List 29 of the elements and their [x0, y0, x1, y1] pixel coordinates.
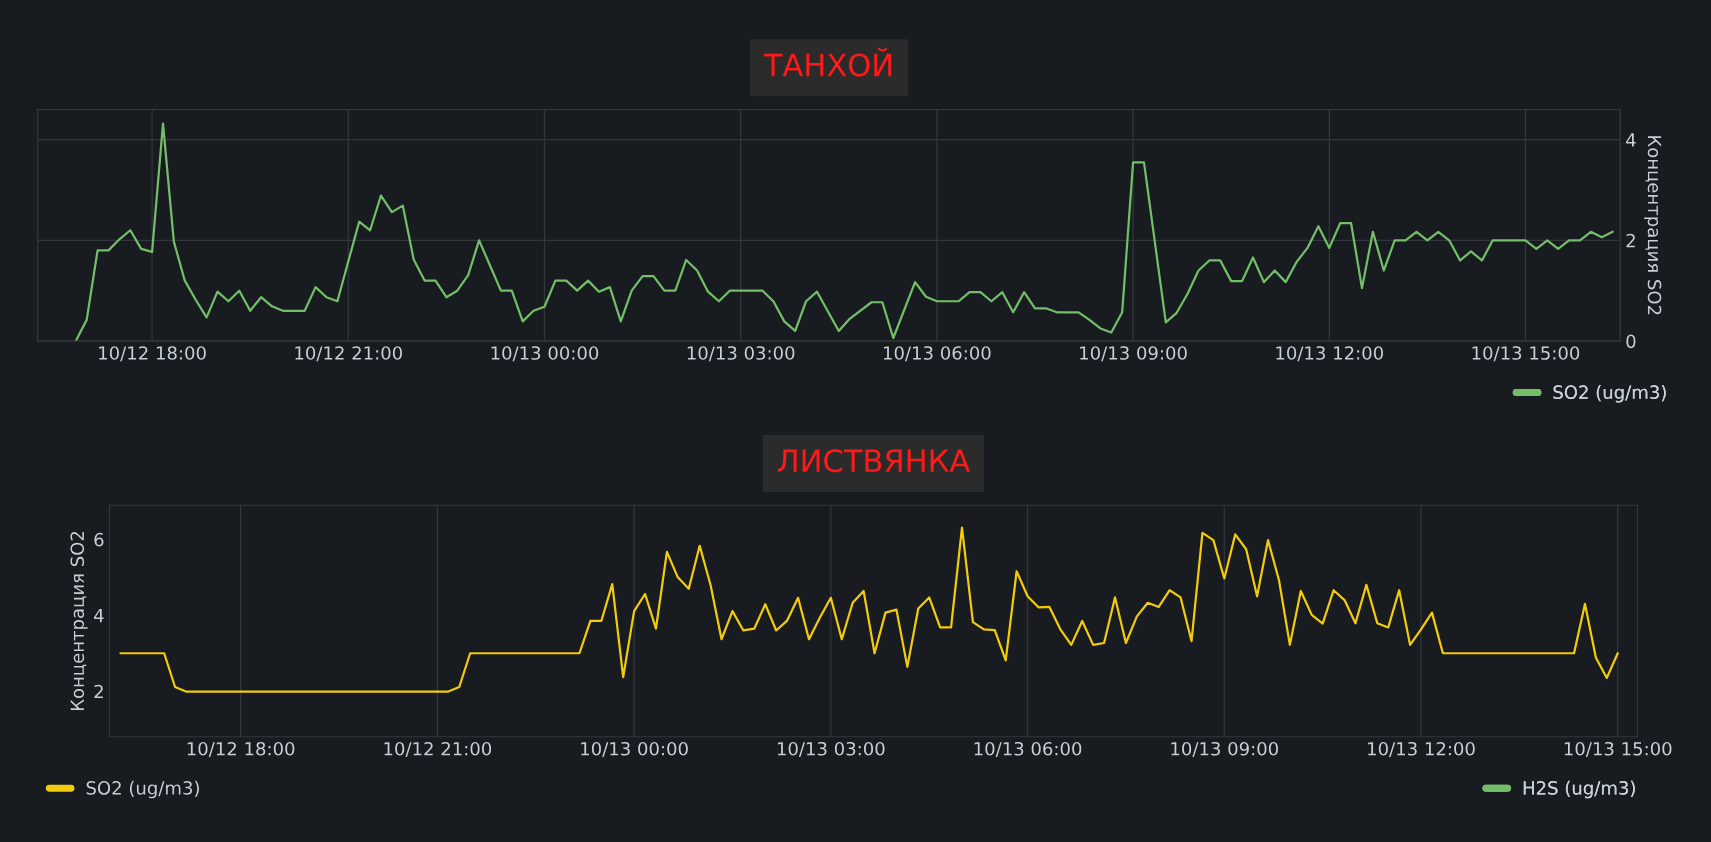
x-tick-label: 10/12 18:00 — [187, 741, 295, 758]
x-tick-label: 10/13 06:00 — [883, 346, 991, 362]
x-tick-label: 10/12 18:00 — [99, 346, 206, 362]
chart-title: ЛИСТВЯНКА — [777, 449, 971, 473]
x-tick-label: 10/13 09:00 — [1171, 741, 1278, 758]
x-tick-label: 10/13 00:00 — [581, 741, 688, 758]
y2-tick-label: 4 — [1626, 133, 1636, 147]
x-tick-label: 10/13 15:00 — [1564, 741, 1672, 758]
legend-label: SO2 (ug/m3) — [1553, 385, 1666, 403]
x-tick-label: 10/12 21:00 — [295, 346, 402, 362]
x-tick-label: 10/13 09:00 — [1080, 346, 1187, 362]
x-tick-label: 10/13 12:00 — [1276, 346, 1383, 362]
x-tick-label: 10/13 15:00 — [1472, 346, 1580, 362]
x-tick-label: 10/13 12:00 — [1368, 741, 1475, 758]
chart-title: ТАНХОЙ — [763, 47, 892, 77]
x-tick-label: 10/12 21:00 — [384, 741, 492, 758]
y-tick-label: 4 — [94, 608, 104, 623]
y-tick-label: 2 — [94, 684, 103, 699]
y-axis-title: Концентрация SO2 — [70, 531, 88, 711]
x-tick-label: 10/13 03:00 — [687, 346, 795, 362]
y2-axis-title: Концентрация SO2 — [1644, 136, 1662, 315]
legend-label: SO2 (ug/m3) — [86, 780, 199, 799]
x-tick-label: 10/13 00:00 — [491, 346, 599, 362]
y-tick-label: 6 — [94, 532, 104, 547]
y2-tick-label: 2 — [1626, 233, 1635, 248]
y2-tick-label: 0 — [1626, 334, 1636, 349]
x-tick-label: 10/13 03:00 — [777, 741, 885, 758]
legend-label: H2S (ug/m3) — [1523, 780, 1635, 799]
x-tick-label: 10/13 06:00 — [974, 741, 1082, 758]
